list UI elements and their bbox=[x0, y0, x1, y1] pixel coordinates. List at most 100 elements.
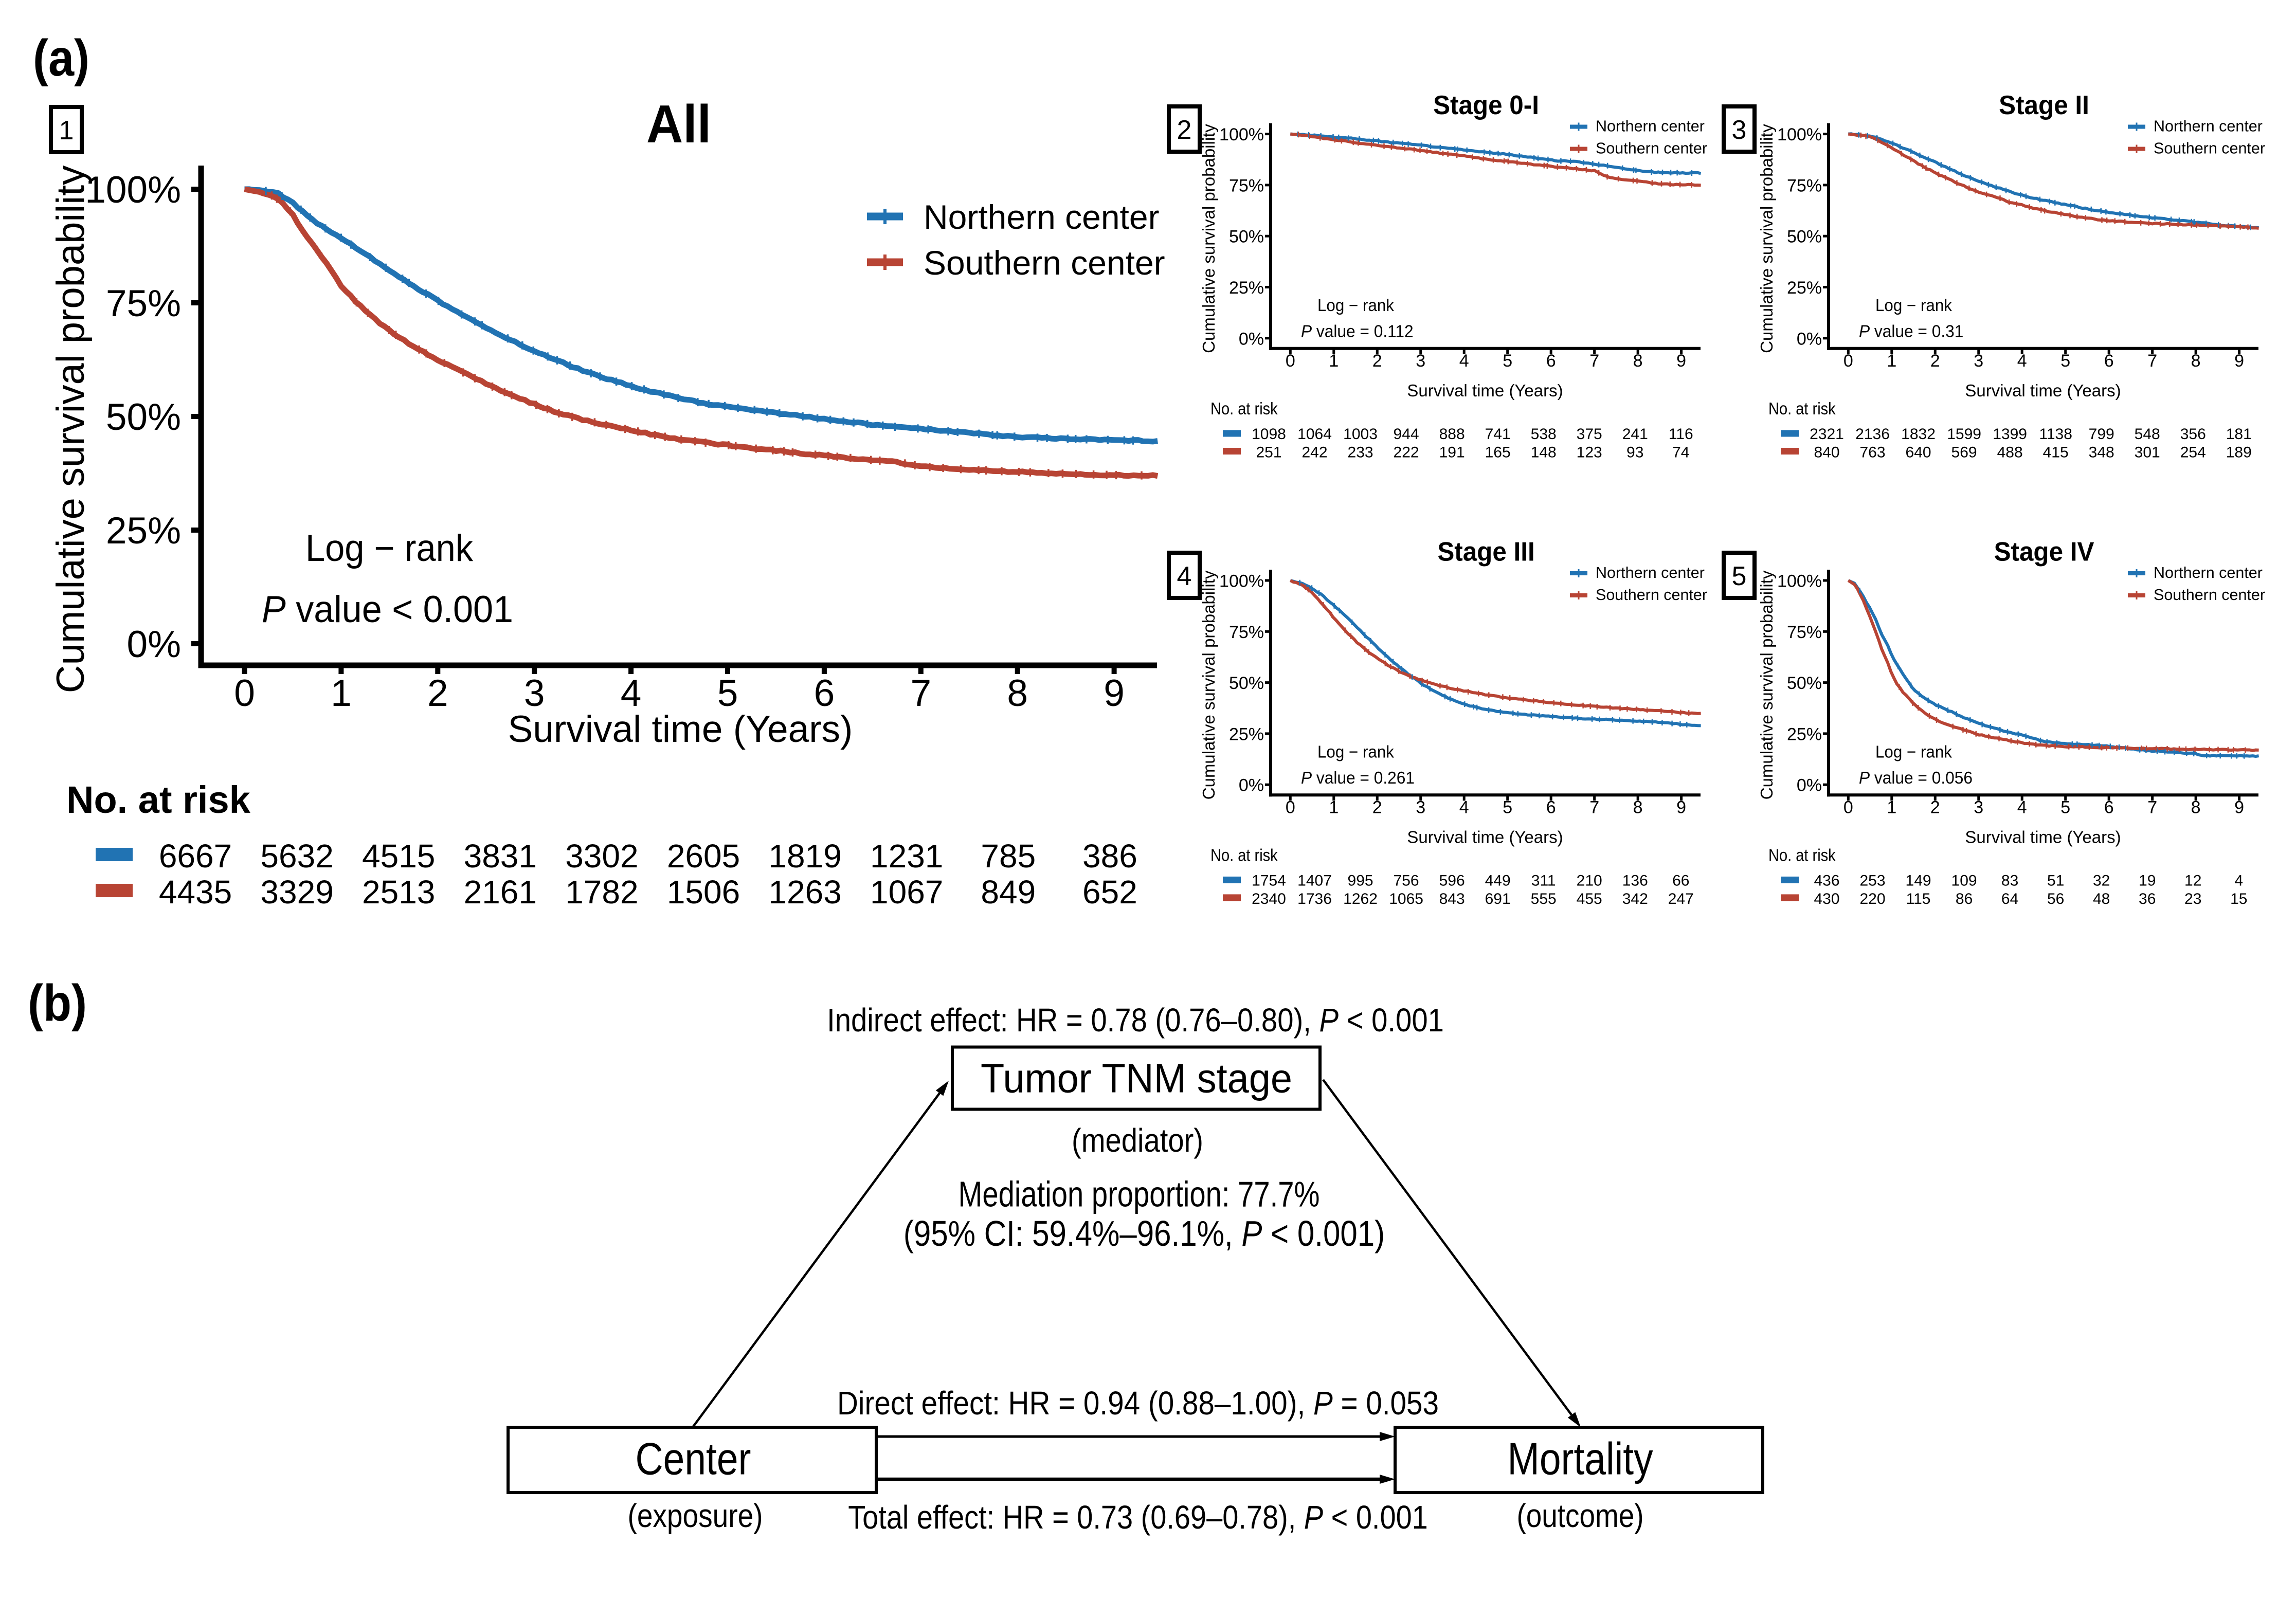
svg-text:756: 756 bbox=[1394, 872, 1419, 889]
svg-text:100%: 100% bbox=[85, 169, 181, 211]
svg-text:3831: 3831 bbox=[464, 838, 537, 875]
svg-text:0%: 0% bbox=[1797, 329, 1822, 349]
svg-text:Cumulative survival probabilit: Cumulative survival probability bbox=[49, 166, 93, 693]
svg-text:1: 1 bbox=[1887, 351, 1896, 371]
svg-text:538: 538 bbox=[1531, 426, 1557, 443]
svg-text:Southern center: Southern center bbox=[1596, 586, 1707, 604]
svg-text:4: 4 bbox=[1459, 351, 1469, 371]
svg-text:Survival time (Years): Survival time (Years) bbox=[1407, 381, 1563, 400]
svg-text:No. at risk: No. at risk bbox=[1768, 846, 1836, 865]
svg-text:0%: 0% bbox=[1797, 776, 1822, 795]
svg-text:51: 51 bbox=[2047, 872, 2064, 889]
svg-text:840: 840 bbox=[1814, 444, 1839, 461]
svg-text:(95% CI: 59.4%–96.1%, P < 0.00: (95% CI: 59.4%–96.1%, P < 0.001) bbox=[903, 1213, 1385, 1253]
svg-text:7: 7 bbox=[910, 673, 931, 714]
svg-text:8: 8 bbox=[1633, 797, 1643, 817]
svg-text:3: 3 bbox=[1974, 351, 1983, 371]
svg-text:Mediation proportion: 77.7%: Mediation proportion: 77.7% bbox=[959, 1175, 1320, 1214]
svg-text:1832: 1832 bbox=[1901, 426, 1936, 443]
svg-text:Center: Center bbox=[636, 1434, 751, 1484]
svg-text:Southern center: Southern center bbox=[924, 244, 1165, 282]
svg-text:0: 0 bbox=[1286, 351, 1295, 371]
svg-text:0%: 0% bbox=[1239, 776, 1264, 795]
svg-text:2605: 2605 bbox=[667, 838, 740, 875]
svg-text:5: 5 bbox=[2060, 797, 2070, 817]
svg-text:2513: 2513 bbox=[362, 874, 435, 911]
svg-text:1782: 1782 bbox=[565, 874, 638, 911]
svg-text:0: 0 bbox=[1843, 797, 1853, 817]
svg-text:4: 4 bbox=[2234, 872, 2243, 889]
svg-text:5: 5 bbox=[1503, 797, 1512, 817]
svg-text:189: 189 bbox=[2226, 444, 2252, 461]
svg-text:4: 4 bbox=[1177, 561, 1192, 591]
svg-text:136: 136 bbox=[1622, 872, 1648, 889]
svg-text:548: 548 bbox=[2135, 426, 2160, 443]
svg-text:25%: 25% bbox=[106, 510, 181, 552]
svg-text:Cumulative survival probabilit: Cumulative survival probability bbox=[1757, 124, 1776, 353]
svg-text:149: 149 bbox=[1906, 872, 1931, 889]
svg-text:1: 1 bbox=[1887, 797, 1896, 817]
svg-text:1262: 1262 bbox=[1343, 891, 1378, 907]
svg-text:No. at risk: No. at risk bbox=[66, 778, 251, 821]
svg-text:1067: 1067 bbox=[870, 874, 943, 911]
svg-text:All: All bbox=[646, 95, 711, 154]
svg-text:7: 7 bbox=[1589, 797, 1599, 817]
svg-text:5: 5 bbox=[1503, 351, 1512, 371]
svg-text:342: 342 bbox=[1622, 891, 1648, 907]
svg-text:148: 148 bbox=[1531, 444, 1557, 461]
svg-text:Survival time (Years): Survival time (Years) bbox=[1965, 381, 2121, 400]
svg-text:Survival time (Years): Survival time (Years) bbox=[1965, 827, 2121, 846]
svg-text:9: 9 bbox=[1676, 797, 1686, 817]
svg-text:100%: 100% bbox=[1777, 572, 1822, 591]
svg-text:222: 222 bbox=[1394, 444, 1419, 461]
svg-text:5632: 5632 bbox=[260, 838, 333, 875]
svg-text:Log − rank: Log − rank bbox=[305, 528, 474, 569]
svg-text:449: 449 bbox=[1485, 872, 1511, 889]
svg-text:25%: 25% bbox=[1229, 278, 1264, 298]
svg-text:6: 6 bbox=[1546, 351, 1556, 371]
svg-text:5: 5 bbox=[717, 673, 738, 714]
svg-text:Northern center: Northern center bbox=[1596, 564, 1705, 582]
svg-text:48: 48 bbox=[2093, 891, 2110, 907]
svg-text:6667: 6667 bbox=[159, 838, 232, 875]
svg-text:74: 74 bbox=[1672, 444, 1689, 461]
svg-text:3: 3 bbox=[1732, 115, 1747, 145]
svg-text:Total effect: HR = 0.73 (0.69–: Total effect: HR = 0.73 (0.69–0.78), P <… bbox=[848, 1499, 1428, 1535]
svg-text:191: 191 bbox=[1439, 444, 1465, 461]
svg-text:4: 4 bbox=[2017, 797, 2027, 817]
svg-text:75%: 75% bbox=[1229, 623, 1264, 642]
svg-text:86: 86 bbox=[1956, 891, 1973, 907]
svg-text:9: 9 bbox=[2234, 351, 2244, 371]
svg-text:1: 1 bbox=[331, 673, 352, 714]
svg-text:Log − rank: Log − rank bbox=[1875, 742, 1952, 761]
svg-text:Tumor TNM stage: Tumor TNM stage bbox=[981, 1055, 1292, 1101]
svg-text:15: 15 bbox=[2230, 891, 2247, 907]
svg-text:(exposure): (exposure) bbox=[627, 1497, 763, 1534]
svg-text:Survival time (Years): Survival time (Years) bbox=[508, 708, 853, 750]
svg-text:301: 301 bbox=[2135, 444, 2160, 461]
svg-text:7: 7 bbox=[2147, 351, 2157, 371]
svg-text:348: 348 bbox=[2089, 444, 2114, 461]
svg-text:1736: 1736 bbox=[1297, 891, 1332, 907]
svg-text:2136: 2136 bbox=[1855, 426, 1890, 443]
svg-text:4: 4 bbox=[2017, 351, 2027, 371]
svg-text:1098: 1098 bbox=[1252, 426, 1286, 443]
svg-text:116: 116 bbox=[1669, 426, 1693, 443]
svg-text:115: 115 bbox=[1906, 891, 1931, 907]
svg-text:Southern center: Southern center bbox=[2154, 140, 2265, 157]
svg-text:P value = 0.31: P value = 0.31 bbox=[1859, 322, 1963, 341]
svg-text:3302: 3302 bbox=[565, 838, 638, 875]
svg-text:1407: 1407 bbox=[1297, 872, 1332, 889]
svg-text:2: 2 bbox=[1177, 115, 1192, 145]
svg-text:1263: 1263 bbox=[768, 874, 841, 911]
svg-text:1819: 1819 bbox=[768, 838, 841, 875]
svg-text:241: 241 bbox=[1622, 426, 1648, 443]
svg-text:1: 1 bbox=[59, 116, 74, 146]
svg-text:Stage III: Stage III bbox=[1437, 536, 1534, 566]
svg-text:Log − rank: Log − rank bbox=[1875, 296, 1952, 315]
svg-text:123: 123 bbox=[1577, 444, 1602, 461]
svg-text:5: 5 bbox=[2060, 351, 2070, 371]
svg-text:56: 56 bbox=[2047, 891, 2064, 907]
svg-text:Northern center: Northern center bbox=[1596, 118, 1705, 135]
svg-text:4: 4 bbox=[621, 673, 642, 714]
